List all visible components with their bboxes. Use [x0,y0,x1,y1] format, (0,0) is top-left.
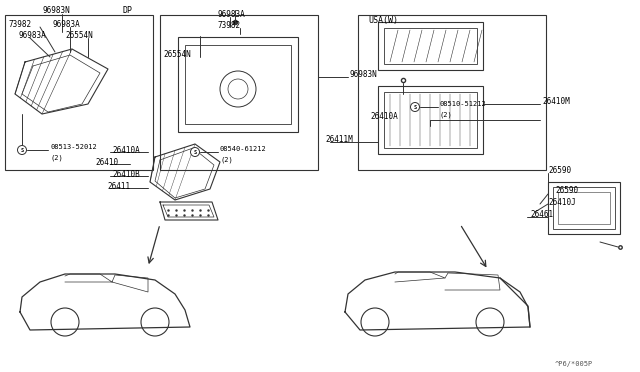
Text: 08513-52012: 08513-52012 [50,144,97,150]
Circle shape [191,148,200,157]
Text: 26410M: 26410M [542,96,570,106]
Text: 26410B: 26410B [112,170,140,179]
Bar [358,15,546,170]
Text: 73982: 73982 [8,19,31,29]
Text: 08510-51212: 08510-51212 [440,101,487,107]
Text: 96983N: 96983N [350,70,378,78]
Bar [548,182,620,234]
Text: 96983A: 96983A [218,10,246,19]
Text: 26554N: 26554N [65,31,93,39]
Text: DP: DP [122,6,132,15]
Text: 26410A: 26410A [112,145,140,154]
Text: 08540-61212: 08540-61212 [220,146,267,152]
Text: S: S [193,150,196,154]
Text: 26410: 26410 [95,157,118,167]
Text: (2): (2) [440,112,452,118]
Bar [553,187,615,229]
Circle shape [410,103,419,112]
Bar [558,192,610,224]
Text: 96983N: 96983N [42,6,70,15]
Text: S: S [20,148,24,153]
Bar [384,92,477,148]
Text: 96983A: 96983A [18,31,45,39]
Bar [384,28,477,64]
Bar [178,37,298,132]
Text: 26590: 26590 [555,186,578,195]
Bar [378,86,483,154]
Bar [378,22,483,70]
Text: 26410J: 26410J [548,198,576,206]
Circle shape [17,145,26,154]
Text: S: S [413,105,417,109]
Bar [5,15,153,170]
Text: 26411M: 26411M [325,135,353,144]
Text: ^P6/*005P: ^P6/*005P [555,361,593,367]
Bar [185,45,291,124]
Text: 26411: 26411 [107,182,130,190]
Text: 26461: 26461 [530,209,553,218]
Text: 73982: 73982 [218,20,241,29]
Text: 26590: 26590 [548,166,571,174]
Text: 26554N: 26554N [163,49,191,58]
Text: (2): (2) [50,155,63,161]
Bar [160,15,318,170]
Text: (2): (2) [220,157,233,163]
Text: USA(W): USA(W) [368,16,398,25]
Text: 96983A: 96983A [52,19,80,29]
Text: 26410A: 26410A [370,112,397,121]
